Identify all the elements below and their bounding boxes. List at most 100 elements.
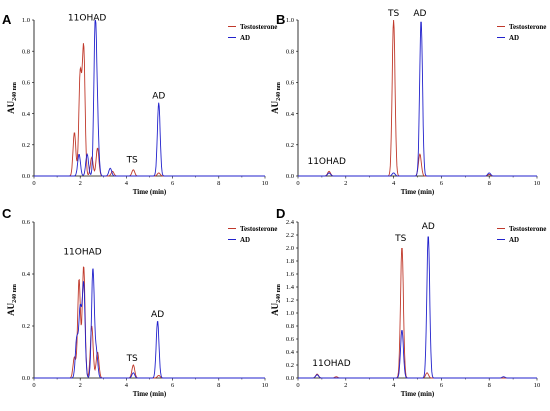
y-axis-title-main: AU [270,302,280,315]
peak-label: AD [151,310,164,320]
x-tick-label: 8 [488,382,491,389]
y-tick-label: 1.0 [22,17,30,24]
y-axis-title-main: AU [6,100,16,113]
peak-label: 11OHAD [68,14,106,24]
y-tick-label: 0.2 [22,323,30,330]
x-axis-title: Time (min) [401,188,435,196]
x-tick-label: 2 [344,180,347,187]
legend-label-ad: AD [509,34,519,42]
legend-label-ad: AD [240,34,250,42]
y-tick-label: 0.6 [22,80,31,87]
x-tick-label: 2 [79,180,82,187]
y-tick-label: 0.2 [286,142,294,149]
panel-letter: B [276,12,285,27]
y-tick-label: 0.0 [286,375,294,382]
x-tick-label: 6 [171,180,175,187]
peak-label: AD [152,92,165,102]
chart-panel-b: B 0.0 0.2 0.4 0.6 0.8 1.0 0 2 4 6 8 10 Time (min) AU24… [270,9,546,196]
y-axis-title: AU240 nm [6,82,18,114]
x-tick-label: 0 [32,180,35,187]
x-tick-label: 4 [125,382,129,389]
x-tick-label: 0 [296,382,299,389]
legend-label-testosterone: Testosterone [240,225,277,233]
y-tick-label: 1.0 [286,310,294,317]
y-tick-label: 0.0 [286,173,294,180]
x-tick-label: 10 [262,382,269,389]
y-axis-title-main: AU [270,100,280,113]
peak-label: TS [394,234,406,244]
y-tick-label: 0.4 [286,349,295,356]
series-line-ad [34,19,265,177]
x-tick-label: 4 [125,180,129,187]
legend-label-testosterone: Testosterone [240,23,277,31]
y-axis-title-sub: 240 nm [276,82,282,101]
x-tick-label: 2 [344,382,347,389]
series-line-testosterone [298,19,537,177]
y-tick-label: 0.4 [22,111,31,118]
x-tick-label: 8 [217,180,220,187]
y-tick-label: 1.4 [286,284,295,291]
y-tick-label: 0.6 [286,336,295,343]
y-tick-label: 0.2 [286,362,294,369]
x-axis-title: Time (min) [133,188,167,196]
peak-label: 11OHAD [307,157,345,167]
y-tick-label: 0.4 [286,111,295,118]
x-tick-label: 10 [262,180,269,187]
y-tick-label: 0.8 [22,48,30,55]
y-axis-title-sub: 240 nm [12,284,18,303]
series-line-testosterone [34,43,265,177]
x-tick-label: 6 [171,382,175,389]
y-tick-label: 0.0 [22,173,30,180]
peak-label: AD [422,222,435,232]
chart-panel-d: D 0.0 0.2 0.4 0.6 0.8 1.0 1.2 1.4 1.6 1.8 2.0 2.2 2.4… [270,206,546,398]
y-tick-label: 0.6 [22,219,31,226]
y-tick-label: 0.2 [22,142,30,149]
series-line-testosterone [34,266,265,379]
peak-label: TS [126,156,138,166]
series-line-ad [298,21,537,177]
y-tick-label: 1.6 [286,271,295,278]
y-tick-label: 0.4 [22,271,31,278]
x-tick-label: 10 [534,180,541,187]
y-tick-label: 1.8 [286,258,294,265]
legend-label-testosterone: Testosterone [509,225,546,233]
y-tick-label: 2.2 [286,232,294,239]
peak-label: 11OHAD [312,359,350,369]
y-axis-title-main: AU [6,302,16,315]
peak-label: AD [413,9,426,19]
legend-label-ad: AD [240,236,250,244]
y-tick-label: 0.6 [286,80,295,87]
legend-label-ad: AD [509,236,519,244]
y-axis-title: AU240 nm [6,284,18,316]
y-axis-title: AU240 nm [270,284,282,316]
y-tick-label: 2.0 [286,245,294,252]
x-tick-label: 0 [296,180,299,187]
series-line-ad [34,268,265,379]
y-tick-label: 0.8 [286,323,294,330]
peak-label: 11OHAD [63,247,101,257]
x-axis-title: Time (min) [133,390,167,398]
x-tick-label: 8 [488,180,491,187]
y-tick-label: 1.0 [286,17,294,24]
y-tick-label: 0.0 [22,375,30,382]
series-line-ad [298,236,537,379]
x-tick-label: 8 [217,382,220,389]
x-tick-label: 6 [440,180,444,187]
x-tick-label: 6 [440,382,444,389]
y-axis-title: AU240 nm [270,82,282,114]
panel-letter: A [2,12,12,27]
y-tick-label: 0.8 [286,48,294,55]
peak-label: TS [126,354,138,364]
panel-letter: C [2,206,12,221]
legend-label-testosterone: Testosterone [509,23,546,31]
x-tick-label: 0 [32,382,35,389]
x-tick-label: 2 [79,382,82,389]
y-axis-title-sub: 240 nm [12,82,18,101]
x-tick-label: 10 [534,382,541,389]
y-tick-label: 1.2 [286,297,294,304]
x-tick-label: 4 [392,180,396,187]
x-axis-title: Time (min) [401,390,435,398]
